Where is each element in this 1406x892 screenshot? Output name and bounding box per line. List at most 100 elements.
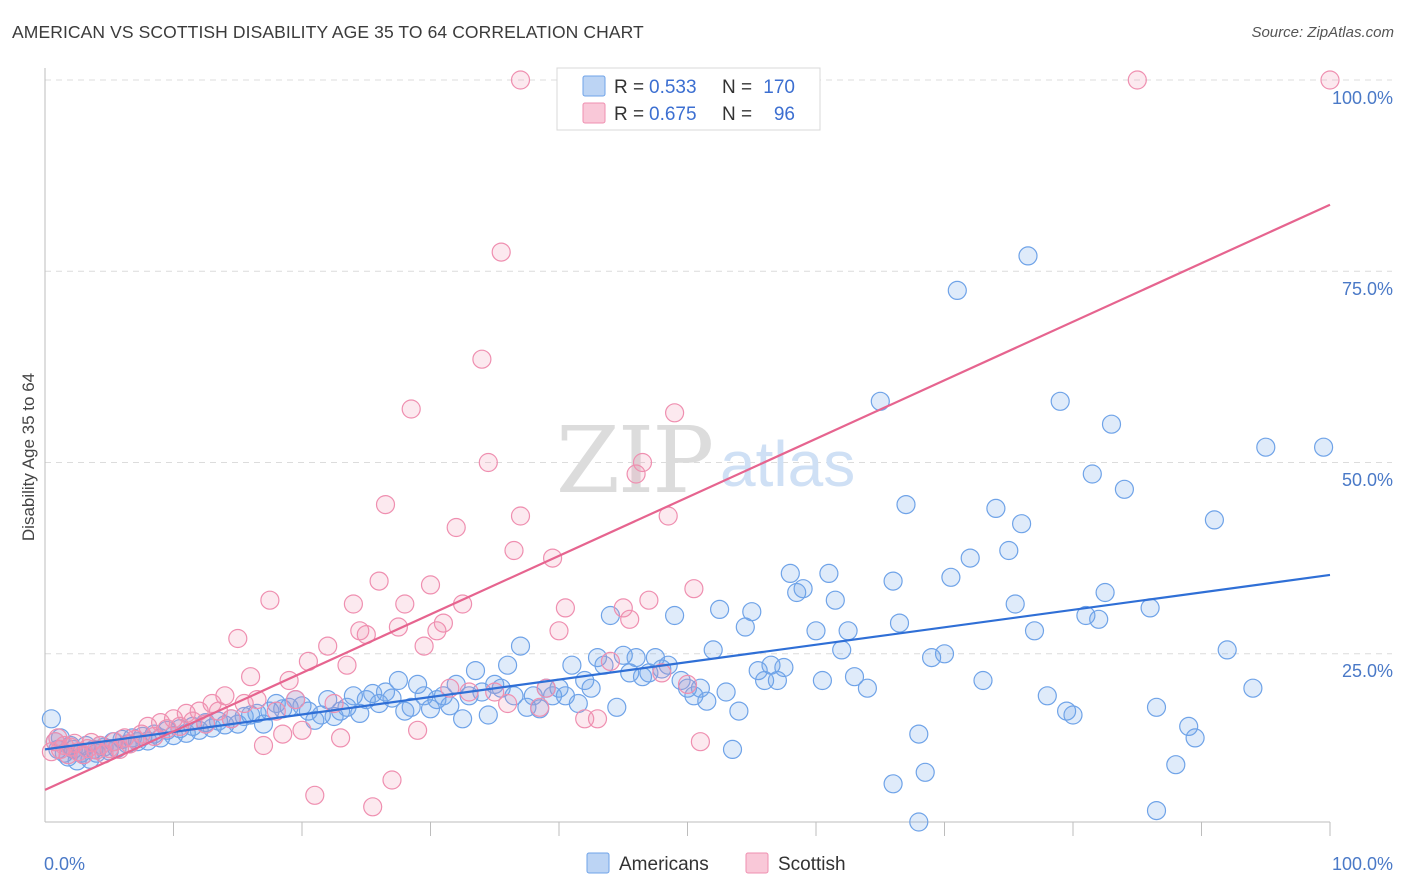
bottom-legend-swatch-scottish	[745, 852, 769, 874]
data-point-scottish	[420, 575, 441, 595]
data-point-americans	[838, 621, 858, 641]
data-point-americans	[1313, 437, 1334, 457]
data-point-americans	[1076, 605, 1096, 626]
data-point-americans	[1114, 479, 1135, 499]
data-point-americans	[832, 640, 852, 660]
data-point-americans	[626, 647, 646, 668]
data-point-scottish	[241, 667, 261, 687]
data-point-americans	[941, 567, 961, 587]
data-point-scottish	[375, 495, 396, 515]
data-point-americans	[41, 709, 62, 729]
data-point-americans	[1018, 246, 1038, 266]
data-point-americans	[1095, 582, 1115, 603]
data-point-scottish	[510, 70, 531, 90]
data-point-scottish	[395, 594, 415, 614]
legend-swatch-scottish	[582, 102, 606, 124]
bottom-legend-label-scottish: Scottish	[778, 854, 846, 875]
data-point-americans	[305, 710, 325, 730]
data-point-scottish	[260, 590, 280, 610]
data-point-scottish	[228, 628, 248, 649]
data-point-americans	[1063, 705, 1083, 725]
data-point-americans	[1204, 510, 1225, 530]
data-point-americans	[960, 548, 980, 568]
data-point-americans	[1037, 686, 1057, 706]
data-point-scottish	[626, 464, 646, 484]
data-point-scottish	[343, 594, 363, 614]
legend-n-value-americans: 170	[763, 77, 795, 98]
data-point-americans	[1140, 598, 1160, 618]
data-point-scottish	[440, 678, 460, 698]
data-point-americans	[388, 670, 408, 691]
data-point-scottish	[555, 598, 576, 618]
data-point-americans	[703, 640, 723, 660]
data-point-americans	[742, 602, 762, 622]
data-point-americans	[465, 660, 486, 681]
legend-r-value-americans: 0.533	[649, 77, 697, 98]
data-point-americans	[562, 655, 582, 675]
legend-n-label: N =	[722, 104, 752, 125]
data-point-americans	[607, 697, 627, 717]
data-point-americans	[909, 724, 929, 744]
data-point-scottish	[1127, 70, 1147, 90]
data-point-scottish	[549, 621, 569, 641]
data-point-americans	[1217, 640, 1237, 660]
data-point-americans	[973, 670, 993, 691]
y-tick-label: 50.0%	[1342, 470, 1393, 490]
stats-legend: R = 0.533 N = 170 R = 0.675 N = 96	[556, 67, 821, 131]
data-point-americans	[915, 762, 935, 782]
series-legend: Americans Scottish	[586, 852, 846, 875]
data-point-americans	[408, 674, 428, 695]
data-point-scottish	[324, 693, 344, 714]
x-tick-label-max: 100.0%	[1332, 854, 1393, 874]
data-point-americans	[1011, 514, 1032, 534]
y-axis-label: Disability Age 35 to 64	[19, 373, 38, 541]
data-point-americans	[697, 691, 717, 711]
data-point-americans	[722, 739, 743, 760]
data-point-scottish	[690, 732, 711, 752]
data-point-americans	[664, 605, 685, 626]
data-point-americans	[1243, 678, 1263, 698]
data-point-americans	[498, 655, 518, 675]
legend-r-label: R =	[614, 77, 644, 98]
source-credit: Source: ZipAtlas.com	[1251, 24, 1394, 41]
data-point-americans	[774, 657, 794, 678]
watermark-atlas: atlas	[720, 428, 855, 500]
data-point-americans	[401, 697, 421, 717]
data-point-americans	[1005, 594, 1025, 614]
data-point-scottish	[433, 613, 453, 633]
data-point-scottish	[587, 709, 608, 729]
data-point-scottish	[472, 349, 492, 369]
data-point-americans	[1101, 414, 1122, 434]
data-point-americans	[1146, 800, 1167, 821]
data-point-americans	[889, 613, 910, 633]
legend-n-value-scottish: 96	[774, 104, 795, 125]
data-point-scottish	[266, 701, 286, 721]
data-point-americans	[581, 678, 601, 698]
data-point-scottish	[331, 728, 351, 748]
data-point-americans	[883, 774, 903, 794]
legend-swatch-americans	[582, 75, 606, 97]
data-point-americans	[1256, 437, 1276, 457]
y-tick-label: 25.0%	[1342, 661, 1393, 681]
legend-n-label: N =	[722, 77, 752, 98]
data-point-scottish	[286, 689, 306, 710]
data-point-scottish	[414, 636, 434, 656]
data-point-americans	[709, 599, 730, 620]
data-point-americans	[806, 621, 826, 641]
data-point-scottish	[491, 242, 511, 262]
data-point-scottish	[684, 579, 704, 599]
data-point-americans	[1185, 728, 1205, 748]
series-scottish	[41, 70, 1340, 817]
data-point-scottish	[427, 621, 447, 641]
data-point-scottish	[498, 693, 518, 714]
data-point-americans	[716, 682, 736, 702]
data-point-americans	[780, 563, 800, 584]
data-point-americans	[819, 563, 839, 584]
data-point-americans	[909, 812, 929, 832]
data-point-americans	[1050, 391, 1070, 411]
data-point-scottish	[292, 720, 312, 740]
data-point-scottish	[273, 724, 293, 744]
trend-line-americans	[44, 573, 1331, 751]
data-point-americans	[883, 571, 903, 591]
